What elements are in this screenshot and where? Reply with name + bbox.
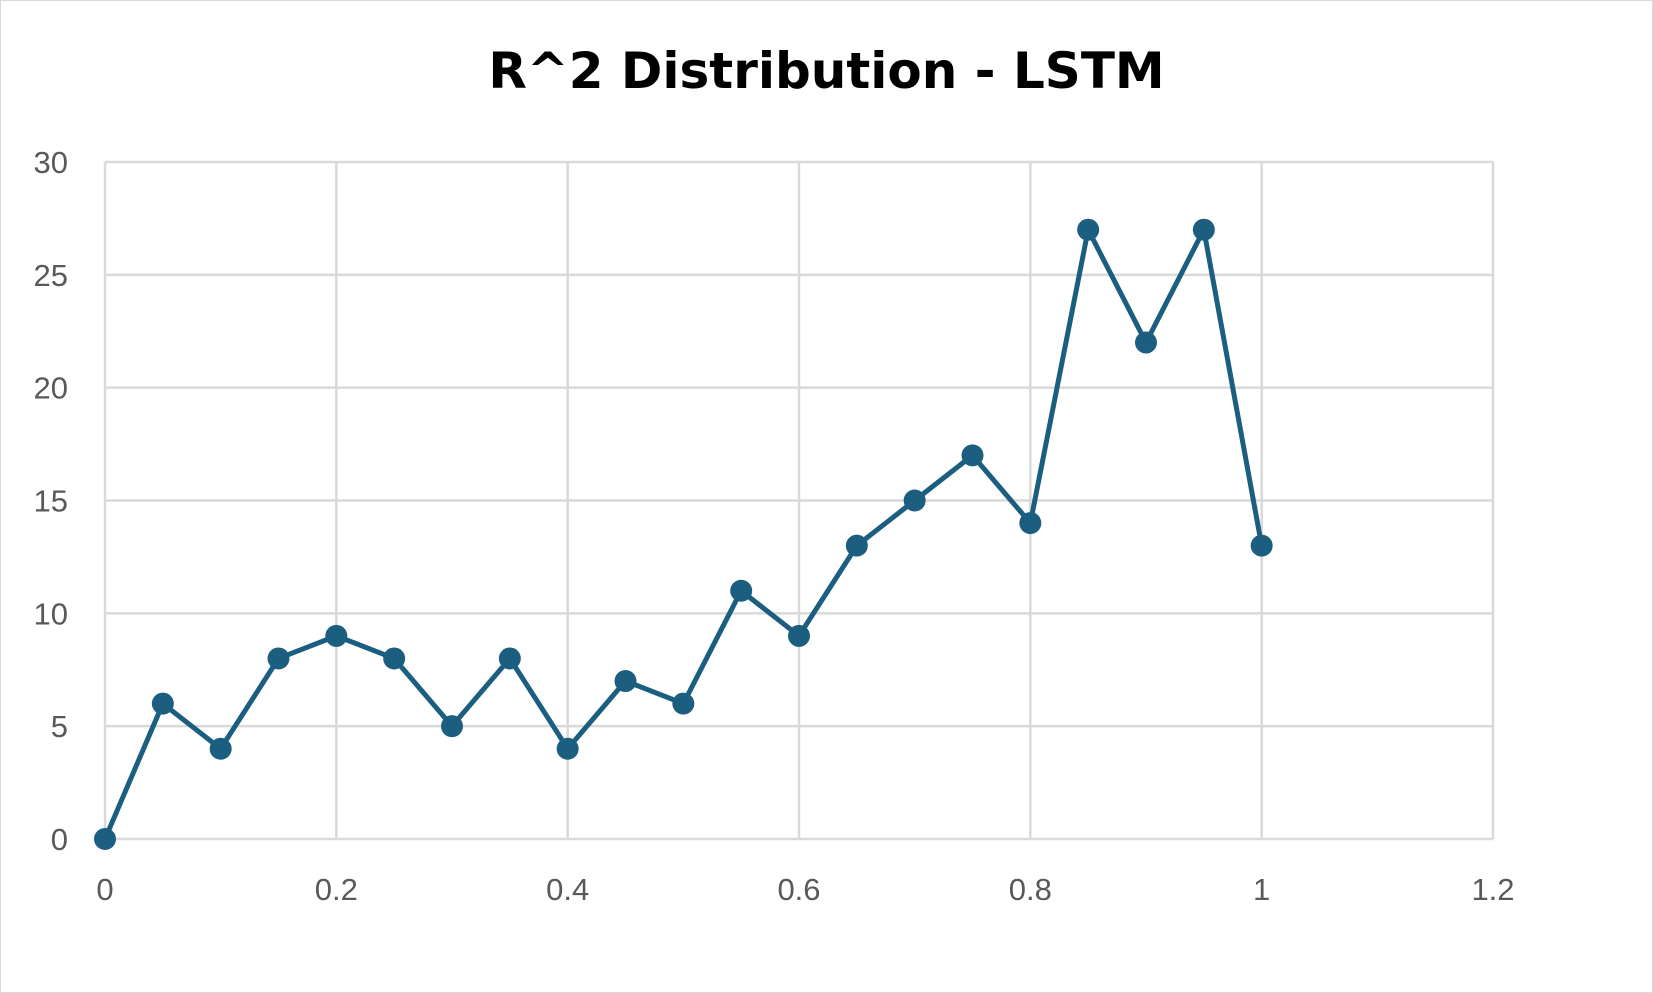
y-tick-label: 20 [34,371,68,406]
data-point-marker [94,828,116,850]
series-line-0 [102,222,1265,842]
data-point-marker [1135,331,1157,354]
data-point-marker [441,715,463,738]
y-tick-label: 30 [34,145,68,180]
x-tick-label: 0.8 [1009,872,1052,907]
x-tick-label: 1 [1253,872,1270,907]
data-point-marker [151,692,174,715]
x-tick-label: 0 [96,872,113,907]
data-point-marker [1250,534,1273,557]
data-point-marker [1192,218,1215,241]
y-tick-label: 10 [34,596,68,631]
data-point-marker [730,579,753,602]
data-point-marker [672,692,695,715]
y-tick-label: 0 [51,822,68,857]
data-point-marker [325,624,348,647]
x-tick-label: 0.2 [315,872,358,907]
data-point-marker [556,737,579,760]
data-point-marker [383,647,406,670]
series-layer [94,218,1273,850]
data-point-marker [961,444,984,467]
data-point-marker [614,670,637,693]
x-tick-label: 1.2 [1471,872,1514,907]
data-point-marker [845,534,868,557]
y-tick-label: 5 [51,709,68,744]
chart-title: R^2 Distribution - LSTM [488,42,1165,100]
data-point-marker [903,489,926,512]
data-point-marker [1077,218,1100,241]
x-tick-label: 0.4 [546,872,589,907]
gridlines [103,160,1495,841]
data-point-marker [498,647,521,670]
y-tick-label: 15 [34,484,68,519]
data-point-marker [209,737,232,760]
data-point-marker [1019,512,1042,535]
y-axis-tick-labels: 0 5 10 15 20 25 30 [34,145,68,857]
y-tick-label: 25 [34,258,68,293]
data-point-marker [267,647,290,670]
data-point-marker [788,624,810,647]
x-tick-label: 0.6 [777,872,820,907]
x-axis-tick-labels: 0 0.2 0.4 0.6 0.8 1 1.2 [96,872,1514,907]
